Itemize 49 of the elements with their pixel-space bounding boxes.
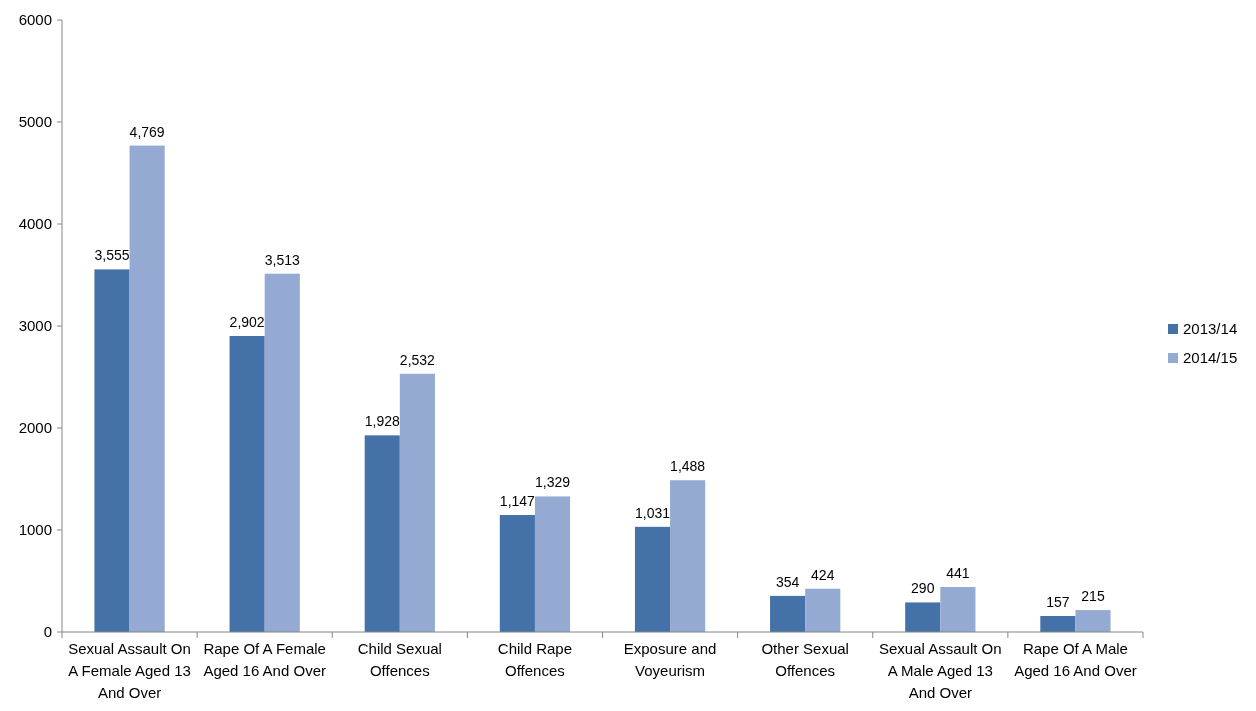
y-tick-label: 6000 [18, 11, 52, 28]
data-label: 1,928 [364, 413, 400, 430]
bar [499, 515, 535, 632]
bar [670, 480, 706, 632]
bar [364, 435, 400, 632]
bar [534, 496, 571, 632]
x-tick-label: Rape Of A Male Aged 16 And Over [1014, 640, 1137, 679]
data-label: 3,555 [94, 247, 130, 264]
x-tick-label: Child Sexual Offences [357, 640, 442, 679]
y-tick-label: 4000 [18, 215, 52, 232]
bar [229, 336, 265, 632]
bar [905, 602, 941, 632]
bar [1075, 610, 1111, 632]
bar [129, 145, 165, 632]
data-label: 157 [1046, 593, 1070, 610]
data-label: 1,031 [634, 504, 671, 521]
y-tick-label: 2000 [18, 419, 52, 436]
data-label: 4,769 [129, 123, 165, 140]
data-label: 2,532 [399, 351, 436, 368]
data-label: 215 [1081, 588, 1105, 605]
y-tick-label: 3000 [18, 317, 52, 334]
x-tick-label: Sexual Assault On A Female Aged 13 And Over [68, 640, 191, 701]
data-label: 2,902 [229, 314, 265, 330]
x-tick-label: Child Rape Offences [497, 640, 573, 679]
bar [1040, 615, 1076, 632]
bar [94, 269, 130, 632]
legend-label: 2014/15 [1183, 349, 1238, 366]
y-tick-label: 1000 [18, 521, 52, 538]
bar [264, 273, 300, 632]
y-tick-label: 5000 [18, 113, 52, 130]
data-label: 1,488 [670, 458, 706, 475]
data-label: 441 [946, 565, 970, 582]
y-tick-label: 0 [43, 623, 52, 640]
data-label: 3,513 [264, 251, 300, 268]
x-tick-label: Rape Of A Female Aged 16 And Over [203, 640, 326, 679]
bar [770, 595, 806, 632]
bar [399, 373, 435, 632]
bar [634, 526, 671, 632]
data-label: 290 [911, 580, 935, 597]
x-tick-label: Other Sexual Offences [761, 640, 849, 679]
bar [940, 587, 976, 632]
bar [805, 588, 841, 632]
legend-label: 2013/14 [1183, 320, 1238, 337]
data-label: 1,147 [499, 493, 536, 510]
x-tick-label: Sexual Assault On A Male Aged 13 And Over [879, 640, 1002, 701]
data-label: 424 [811, 566, 835, 583]
data-label: 1,329 [534, 474, 571, 491]
x-tick-label: Exposure and Voyeurism [623, 640, 717, 679]
data-label: 354 [775, 573, 800, 590]
